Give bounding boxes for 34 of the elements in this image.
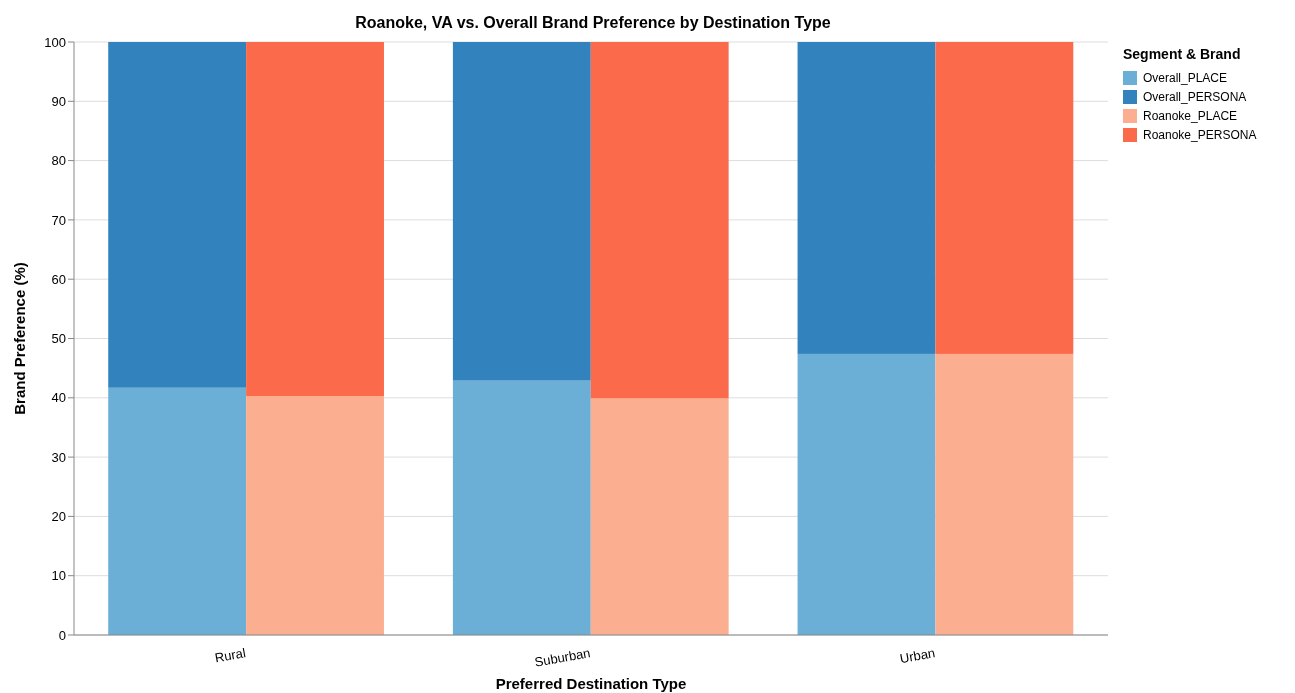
y-tick-label: 10 [51,568,66,584]
bar [935,353,1074,635]
bar [452,380,591,635]
x-axis-title: Preferred Destination Type [495,675,687,692]
bar [246,42,384,397]
bar [935,42,1074,354]
y-tick-label: 100 [44,34,66,50]
y-tick-label: 90 [51,93,66,109]
y-tick-label: 0 [58,627,66,643]
y-tick-label: 70 [51,212,66,228]
y-tick-label: 30 [51,449,66,465]
legend-label: Roanoke_PLACE [1143,108,1238,123]
y-tick-label: 60 [51,271,66,287]
bar [108,42,247,388]
bar [452,42,591,381]
bar [108,387,247,635]
bar [246,396,384,635]
x-tick-label: Rural [213,645,247,666]
legend-label: Overall_PERSONA [1143,89,1247,104]
legend-label: Roanoke_PERSONA [1143,127,1257,142]
legend-title: Segment & Brand [1123,46,1242,62]
bar [797,353,936,635]
bar [797,42,936,354]
y-tick-label: 20 [51,509,66,525]
bar [590,398,729,635]
chart-title: Roanoke, VA vs. Overall Brand Preference by Destination Type [354,14,832,32]
y-tick-label: 40 [51,390,66,406]
x-tick-label: Urban [898,645,937,667]
x-tick-label: Suburban [533,645,592,670]
bar [590,42,729,399]
y-tick-label: 80 [51,153,66,169]
legend-label: Overall_PLACE [1143,70,1228,85]
y-tick-label: 50 [51,331,66,347]
y-axis-title: Brand Preference (%) [11,262,29,415]
